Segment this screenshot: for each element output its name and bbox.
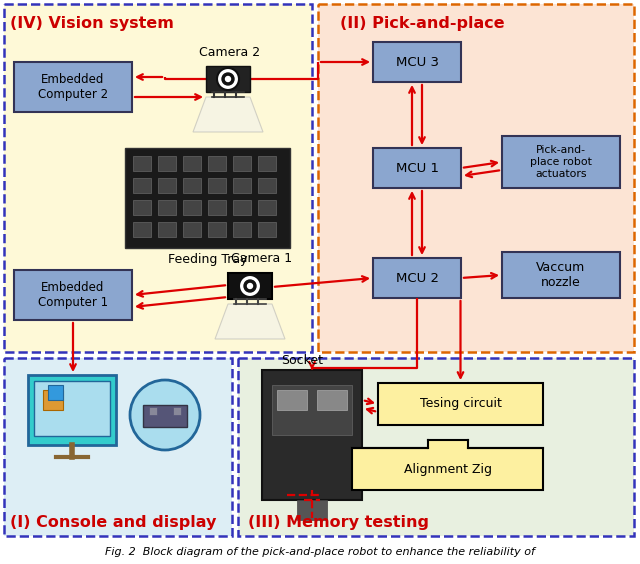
- FancyBboxPatch shape: [258, 156, 276, 171]
- FancyBboxPatch shape: [158, 200, 176, 215]
- FancyBboxPatch shape: [143, 405, 187, 427]
- Text: (IV) Vision system: (IV) Vision system: [10, 16, 174, 31]
- FancyBboxPatch shape: [14, 270, 132, 320]
- FancyBboxPatch shape: [258, 222, 276, 237]
- Text: Vaccum
nozzle: Vaccum nozzle: [536, 261, 586, 289]
- Circle shape: [217, 68, 239, 90]
- FancyBboxPatch shape: [4, 358, 232, 536]
- FancyBboxPatch shape: [373, 42, 461, 82]
- Text: Camera 1: Camera 1: [232, 253, 292, 266]
- FancyBboxPatch shape: [158, 222, 176, 237]
- FancyBboxPatch shape: [238, 358, 634, 536]
- FancyBboxPatch shape: [233, 200, 251, 215]
- FancyBboxPatch shape: [228, 273, 272, 299]
- FancyBboxPatch shape: [125, 148, 290, 248]
- FancyBboxPatch shape: [233, 222, 251, 237]
- Text: Embedded
Computer 1: Embedded Computer 1: [38, 281, 108, 309]
- Circle shape: [244, 280, 256, 292]
- FancyBboxPatch shape: [373, 258, 461, 298]
- Polygon shape: [193, 97, 263, 132]
- FancyBboxPatch shape: [272, 385, 352, 435]
- FancyBboxPatch shape: [233, 156, 251, 171]
- Circle shape: [248, 284, 253, 289]
- FancyBboxPatch shape: [428, 440, 467, 450]
- FancyBboxPatch shape: [208, 156, 226, 171]
- Circle shape: [222, 73, 234, 85]
- FancyBboxPatch shape: [373, 148, 461, 188]
- Text: (III) Memory testing: (III) Memory testing: [248, 515, 429, 530]
- FancyBboxPatch shape: [133, 156, 151, 171]
- FancyBboxPatch shape: [208, 200, 226, 215]
- Circle shape: [225, 77, 230, 82]
- FancyBboxPatch shape: [34, 381, 110, 436]
- FancyBboxPatch shape: [318, 4, 634, 352]
- FancyBboxPatch shape: [277, 390, 307, 410]
- FancyBboxPatch shape: [183, 222, 201, 237]
- Text: Alignment Zig: Alignment Zig: [403, 462, 492, 475]
- FancyBboxPatch shape: [48, 385, 63, 400]
- FancyBboxPatch shape: [208, 178, 226, 193]
- Circle shape: [239, 275, 261, 297]
- Polygon shape: [215, 304, 285, 339]
- FancyBboxPatch shape: [149, 407, 157, 415]
- Text: MCU 3: MCU 3: [396, 55, 438, 68]
- FancyBboxPatch shape: [502, 252, 620, 298]
- FancyBboxPatch shape: [183, 200, 201, 215]
- FancyBboxPatch shape: [158, 178, 176, 193]
- Circle shape: [130, 380, 200, 450]
- Text: Tesing circuit: Tesing circuit: [420, 398, 501, 411]
- Text: (I) Console and display: (I) Console and display: [10, 515, 216, 530]
- FancyBboxPatch shape: [208, 222, 226, 237]
- FancyBboxPatch shape: [133, 222, 151, 237]
- Text: MCU 1: MCU 1: [396, 161, 438, 174]
- FancyBboxPatch shape: [317, 390, 347, 410]
- Text: Socket: Socket: [281, 354, 323, 367]
- Text: Feeding Tray: Feeding Tray: [168, 253, 247, 267]
- FancyBboxPatch shape: [258, 200, 276, 215]
- FancyBboxPatch shape: [28, 375, 116, 445]
- Text: MCU 2: MCU 2: [396, 271, 438, 284]
- FancyBboxPatch shape: [258, 178, 276, 193]
- FancyBboxPatch shape: [14, 62, 132, 112]
- FancyBboxPatch shape: [206, 66, 250, 92]
- Text: (II) Pick-and-place: (II) Pick-and-place: [340, 16, 504, 31]
- FancyBboxPatch shape: [262, 370, 362, 500]
- FancyBboxPatch shape: [378, 383, 543, 425]
- FancyBboxPatch shape: [352, 448, 543, 490]
- FancyBboxPatch shape: [158, 156, 176, 171]
- FancyBboxPatch shape: [183, 178, 201, 193]
- FancyBboxPatch shape: [173, 407, 181, 415]
- FancyBboxPatch shape: [133, 178, 151, 193]
- FancyBboxPatch shape: [183, 156, 201, 171]
- Text: Pick-and-
place robot
actuators: Pick-and- place robot actuators: [530, 146, 592, 179]
- Text: Embedded
Computer 2: Embedded Computer 2: [38, 73, 108, 101]
- FancyBboxPatch shape: [502, 136, 620, 188]
- Text: Camera 2: Camera 2: [200, 46, 260, 59]
- FancyBboxPatch shape: [297, 500, 327, 520]
- FancyBboxPatch shape: [133, 200, 151, 215]
- FancyBboxPatch shape: [43, 390, 63, 410]
- FancyBboxPatch shape: [233, 178, 251, 193]
- Text: Fig. 2  Block diagram of the pick-and-place robot to enhance the reliability of: Fig. 2 Block diagram of the pick-and-pla…: [105, 547, 535, 557]
- FancyBboxPatch shape: [4, 4, 312, 352]
